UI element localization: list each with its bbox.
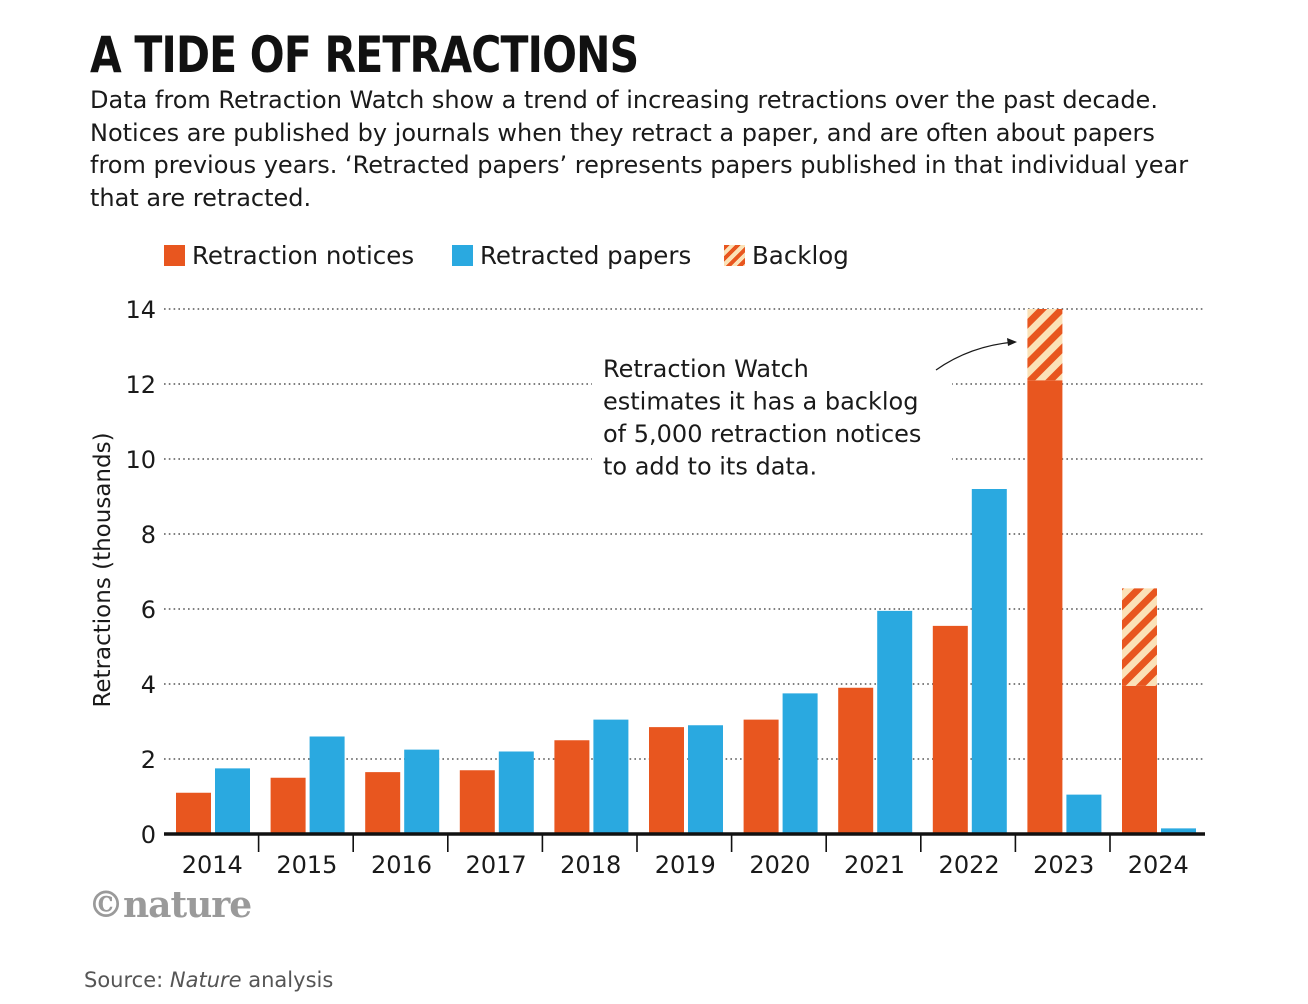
legend-label-papers: Retracted papers bbox=[480, 240, 692, 270]
y-tick-label: 0 bbox=[141, 821, 156, 849]
legend-item-backlog: Backlog bbox=[724, 238, 849, 272]
annotation-arrow bbox=[935, 341, 1015, 371]
bar-retracted-papers bbox=[404, 749, 440, 834]
x-tick-label: 2022 bbox=[939, 851, 1000, 879]
y-tick-label: 10 bbox=[125, 446, 156, 474]
x-tick-label: 2024 bbox=[1128, 851, 1189, 879]
x-tick-label: 2015 bbox=[276, 851, 337, 879]
source-italic: Nature bbox=[169, 968, 242, 992]
bar-retraction-notices bbox=[270, 777, 306, 834]
annotation-arrowhead bbox=[1007, 338, 1017, 346]
bar-retracted-papers bbox=[971, 489, 1007, 834]
legend-swatch-notices bbox=[164, 244, 185, 266]
legend-label-notices: Retraction notices bbox=[192, 240, 415, 270]
bar-retraction-notices bbox=[459, 770, 495, 834]
bar-retracted-papers bbox=[215, 768, 250, 834]
bar-retracted-papers bbox=[1161, 828, 1196, 834]
bar-retraction-notices bbox=[554, 740, 590, 834]
y-tick-label: 6 bbox=[141, 596, 156, 624]
y-tick-label: 2 bbox=[141, 746, 156, 774]
bar-backlog bbox=[1122, 588, 1157, 686]
annotation-line-1: Retraction Watch bbox=[603, 355, 809, 383]
bar-retraction-notices bbox=[365, 772, 401, 834]
nature-logo: ©nature bbox=[88, 884, 252, 926]
x-tick-label: 2019 bbox=[655, 851, 716, 879]
x-tick-label: 2018 bbox=[560, 851, 621, 879]
source-suffix: analysis bbox=[241, 968, 334, 992]
legend-label-backlog: Backlog bbox=[752, 240, 849, 270]
source-prefix: Source: bbox=[84, 968, 170, 992]
annotation-background bbox=[592, 346, 952, 478]
bar-retraction-notices bbox=[932, 625, 968, 834]
bar-retracted-papers bbox=[593, 719, 629, 834]
x-tick-label: 2021 bbox=[844, 851, 905, 879]
y-tick-label: 4 bbox=[141, 671, 156, 699]
x-tick-label: 2016 bbox=[371, 851, 432, 879]
x-tick-label: 2023 bbox=[1033, 851, 1094, 879]
bar-retracted-papers bbox=[309, 736, 345, 834]
bar-retraction-notices bbox=[838, 687, 874, 834]
bar-retracted-papers bbox=[877, 610, 913, 834]
chart-subtitle: Data from Retraction Watch show a trend … bbox=[90, 86, 1189, 212]
bar-retraction-notices bbox=[649, 727, 684, 834]
bar-retracted-papers bbox=[498, 751, 534, 834]
annotation-line-3: of 5,000 retraction notices bbox=[603, 420, 921, 448]
bar-retraction-notices bbox=[1122, 685, 1157, 834]
bar-retracted-papers bbox=[1066, 794, 1102, 834]
chart-title: A TIDE OF RETRACTIONS bbox=[90, 26, 639, 84]
annotation-line-2: estimates it has a backlog bbox=[603, 388, 918, 416]
x-tick-label: 2020 bbox=[749, 851, 810, 879]
bar-retraction-notices bbox=[1027, 380, 1063, 834]
x-tick-label: 2014 bbox=[182, 851, 243, 879]
y-tick-label: 8 bbox=[141, 521, 156, 549]
bar-retracted-papers bbox=[688, 725, 723, 834]
legend-item-notices: Retraction notices bbox=[164, 238, 414, 272]
legend-swatch-backlog bbox=[724, 244, 745, 266]
y-tick-label: 14 bbox=[125, 296, 156, 324]
bar-retraction-notices bbox=[743, 719, 779, 834]
annotation-line-4: to add to its data. bbox=[603, 453, 817, 481]
legend-item-papers: Retracted papers bbox=[452, 238, 691, 272]
x-tick-label: 2017 bbox=[466, 851, 527, 879]
legend-swatch-papers bbox=[452, 244, 473, 266]
source-note: Source: Nature analysis bbox=[84, 968, 333, 992]
bar-retracted-papers bbox=[782, 693, 818, 834]
bar-backlog bbox=[1027, 309, 1063, 381]
y-tick-label: 12 bbox=[125, 371, 156, 399]
bar-retraction-notices bbox=[176, 792, 211, 834]
y-axis-label: Retractions (thousands) bbox=[90, 432, 116, 707]
